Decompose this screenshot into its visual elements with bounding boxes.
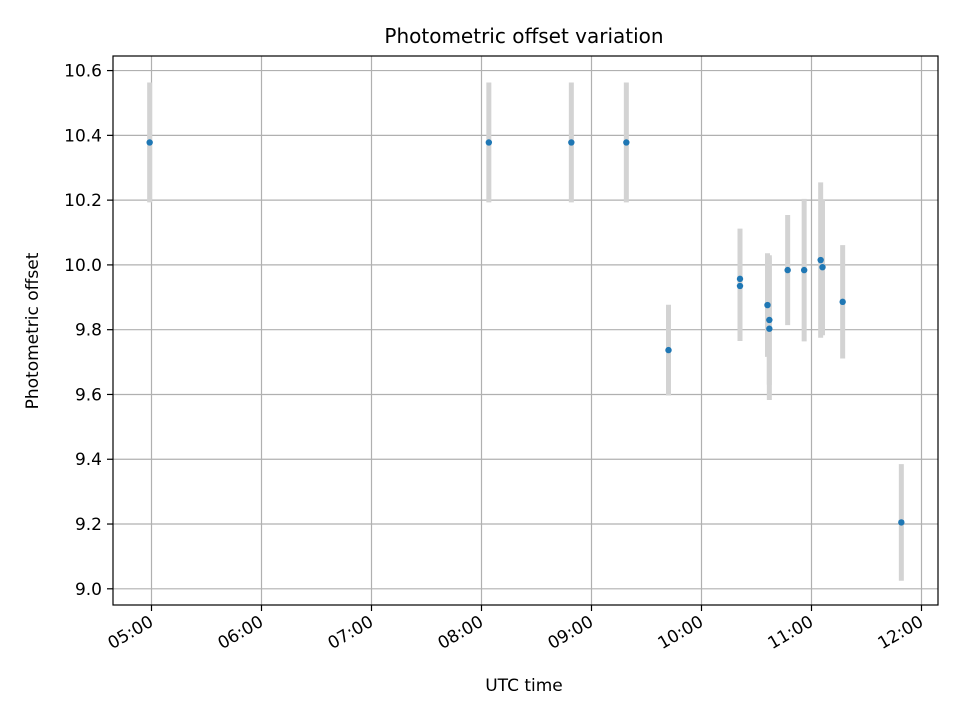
y-tick-label: 9.0 bbox=[75, 580, 102, 600]
data-point bbox=[623, 139, 630, 146]
y-tick-label: 9.4 bbox=[75, 450, 102, 470]
y-tick-label: 9.8 bbox=[75, 321, 102, 341]
data-point bbox=[485, 139, 493, 146]
data-point bbox=[665, 346, 672, 354]
x-tick-label: 12:00 bbox=[875, 612, 927, 654]
data-point bbox=[839, 298, 846, 306]
y-tick-label: 10.0 bbox=[64, 256, 102, 276]
x-tick-label: 11:00 bbox=[765, 612, 817, 654]
data-point bbox=[800, 266, 808, 274]
error-bars bbox=[147, 82, 904, 581]
plot-area-frame bbox=[112, 55, 939, 606]
data-point bbox=[766, 316, 773, 324]
data-point bbox=[568, 139, 575, 146]
chart-title: Photometric offset variation bbox=[384, 24, 663, 48]
x-axis-ticks: 05:00 06:00 07:00 08:00 09:00 10:00 11:00 12:00 bbox=[105, 605, 927, 654]
data-point bbox=[736, 282, 744, 290]
x-tick-label: 10:00 bbox=[655, 612, 707, 654]
y-tick-label: 9.6 bbox=[75, 385, 102, 405]
y-axis-label: Photometric offset bbox=[23, 252, 43, 409]
data-point bbox=[784, 266, 791, 274]
data-point bbox=[146, 139, 153, 146]
data-point bbox=[898, 519, 905, 526]
x-tick-label: 06:00 bbox=[215, 612, 267, 654]
x-tick-label: 09:00 bbox=[545, 612, 597, 654]
x-tick-label: 07:00 bbox=[325, 612, 377, 654]
data-point bbox=[766, 325, 773, 332]
y-tick-label: 10.2 bbox=[64, 191, 102, 211]
data-point bbox=[736, 275, 744, 283]
data-points bbox=[146, 139, 905, 526]
x-tick-label: 08:00 bbox=[435, 612, 487, 654]
y-axis-ticks: 9.0 9.2 9.4 9.6 9.8 10.0 10.2 10.4 10.6 bbox=[64, 62, 113, 600]
y-tick-label: 10.4 bbox=[64, 126, 102, 146]
x-tick-label: 05:00 bbox=[105, 612, 157, 654]
grid bbox=[113, 56, 938, 605]
y-tick-label: 10.6 bbox=[64, 62, 102, 82]
data-point bbox=[819, 263, 826, 271]
x-axis-label: UTC time bbox=[485, 676, 563, 696]
y-tick-label: 9.2 bbox=[75, 515, 102, 535]
data-point bbox=[817, 256, 824, 264]
data-point bbox=[764, 301, 771, 309]
